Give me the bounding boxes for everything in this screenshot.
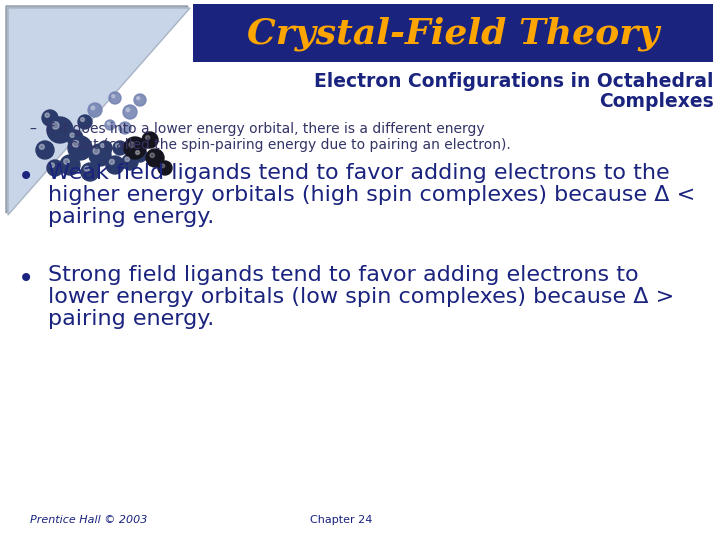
Circle shape: [133, 148, 147, 162]
Circle shape: [150, 153, 155, 158]
Circle shape: [112, 94, 114, 98]
Polygon shape: [8, 8, 190, 215]
Text: •: •: [18, 163, 35, 191]
Text: pairing energy.: pairing energy.: [48, 309, 215, 329]
Text: pairing energy.: pairing energy.: [48, 207, 215, 227]
Circle shape: [158, 161, 172, 175]
Circle shape: [70, 133, 74, 138]
Circle shape: [93, 148, 99, 154]
Circle shape: [81, 163, 99, 181]
Text: Crystal-Field Theory: Crystal-Field Theory: [247, 17, 659, 51]
Circle shape: [109, 159, 114, 164]
Circle shape: [84, 166, 89, 171]
Text: Chapter 24: Chapter 24: [310, 515, 372, 525]
Circle shape: [161, 164, 165, 167]
Circle shape: [78, 115, 92, 129]
Circle shape: [125, 157, 130, 161]
Circle shape: [81, 118, 84, 122]
FancyBboxPatch shape: [193, 4, 713, 62]
Text: Complexes: Complexes: [599, 92, 714, 111]
Text: cost (called the spin-pairing energy due to pairing an electron).: cost (called the spin-pairing energy due…: [48, 138, 510, 152]
Circle shape: [45, 113, 50, 117]
Text: Electron Configurations in Octahedral: Electron Configurations in Octahedral: [315, 72, 714, 91]
Circle shape: [126, 108, 130, 112]
Circle shape: [137, 97, 140, 100]
Text: higher energy orbitals (high spin complexes) because Δ <: higher energy orbitals (high spin comple…: [48, 185, 696, 205]
Circle shape: [89, 144, 111, 166]
Circle shape: [42, 110, 58, 126]
Text: Prentice Hall © 2003: Prentice Hall © 2003: [30, 515, 148, 525]
Circle shape: [109, 92, 121, 104]
Circle shape: [47, 160, 63, 176]
Circle shape: [36, 141, 54, 159]
Text: –  if it goes into a lower energy orbital, there is a different energy: – if it goes into a lower energy orbital…: [30, 122, 485, 136]
Circle shape: [142, 132, 158, 148]
Polygon shape: [6, 6, 188, 213]
Circle shape: [52, 122, 59, 129]
Circle shape: [135, 151, 140, 154]
Text: Weak field ligands tend to favor adding electrons to the: Weak field ligands tend to favor adding …: [48, 163, 670, 183]
Circle shape: [119, 122, 131, 134]
Circle shape: [116, 144, 120, 147]
Circle shape: [123, 105, 137, 119]
Circle shape: [68, 136, 92, 160]
Circle shape: [73, 140, 79, 147]
Circle shape: [88, 103, 102, 117]
Circle shape: [129, 142, 135, 147]
Text: lower energy orbitals (low spin complexes) because Δ >: lower energy orbitals (low spin complexe…: [48, 287, 674, 307]
Circle shape: [145, 136, 150, 140]
Text: •: •: [18, 265, 35, 293]
Circle shape: [113, 141, 127, 155]
Circle shape: [63, 159, 69, 164]
Circle shape: [40, 144, 45, 150]
Circle shape: [105, 120, 115, 130]
Circle shape: [107, 122, 109, 125]
Circle shape: [50, 163, 55, 167]
Circle shape: [47, 117, 73, 143]
Circle shape: [98, 141, 112, 155]
Circle shape: [67, 130, 83, 146]
Circle shape: [146, 149, 164, 167]
Circle shape: [106, 156, 124, 174]
Circle shape: [124, 137, 146, 159]
Circle shape: [101, 144, 104, 147]
Circle shape: [91, 106, 94, 110]
Circle shape: [122, 125, 125, 127]
Circle shape: [60, 155, 80, 175]
Circle shape: [122, 154, 138, 170]
Circle shape: [134, 94, 146, 106]
Text: Strong field ligands tend to favor adding electrons to: Strong field ligands tend to favor addin…: [48, 265, 639, 285]
